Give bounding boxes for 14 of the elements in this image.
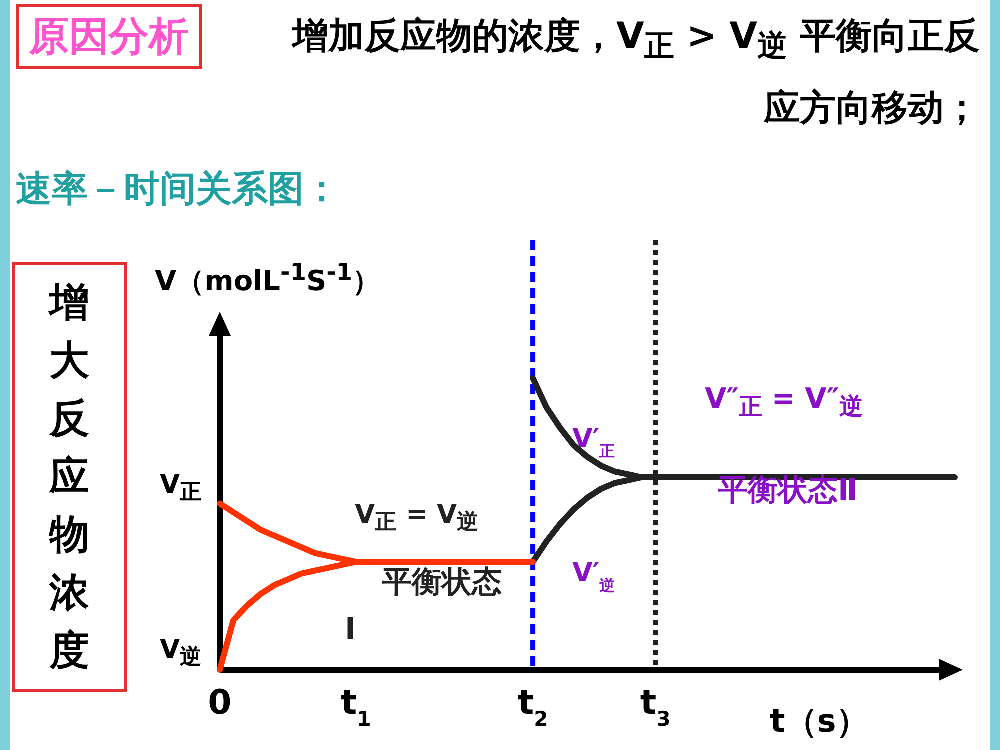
annotation: 平衡状态Ⅱ [718, 472, 858, 510]
text: 速率－时间关系图： [16, 168, 340, 212]
chart-subtitle: 增加反应物的浓度，V$_{正}$ > V$_{逆}$ 平衡向正反应方向移动； [290, 15, 980, 132]
annotation: V″$_{正}$ = V″$_{逆}$ [705, 382, 862, 423]
text: 增大反应物浓度 [50, 279, 90, 676]
annotation: V$_{正}$ = V$_{逆}$ [355, 500, 480, 536]
annotation: 平衡状态 [382, 564, 502, 602]
y-axis-title: V（molL$^{-1}$S$^{-1}$） [155, 258, 381, 300]
text: V$_{逆}$ [160, 635, 202, 672]
text: V$_{正}$ [160, 470, 202, 506]
chart-title: 原因分析 [16, 4, 202, 69]
annotation: Ⅰ [345, 612, 356, 647]
x-axis-title: t（s） [770, 701, 868, 742]
x-tick-label: 0 [208, 683, 232, 723]
